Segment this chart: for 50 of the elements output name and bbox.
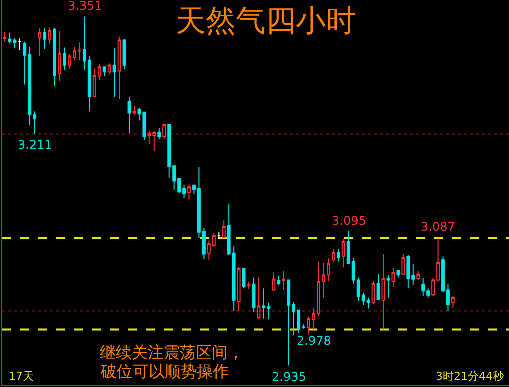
candlestick [252, 277, 256, 313]
text: 17天 [9, 370, 34, 383]
candlestick [277, 276, 281, 286]
candlestick [382, 254, 386, 330]
candlestick [58, 30, 62, 82]
candlestick [282, 270, 286, 291]
candlestick [63, 47, 66, 71]
candlestick [118, 36, 122, 100]
candlestick [242, 268, 246, 290]
candlestick [372, 280, 376, 306]
candlestick [416, 270, 420, 281]
annotation: 3.211 [18, 138, 52, 152]
annotation: 继续关注震荡区间， [100, 343, 244, 362]
candlestick [48, 27, 52, 45]
candlestick [128, 96, 132, 134]
candlestick [272, 272, 276, 292]
candlestick [336, 248, 340, 262]
candlestick [386, 274, 390, 298]
candlestick [38, 28, 42, 57]
annotation: 2.935 [272, 370, 306, 384]
candlestick [132, 106, 136, 116]
candlestick [158, 128, 162, 140]
candlestick [162, 124, 166, 140]
annotation: 3.351 [68, 0, 102, 13]
candlestick [237, 267, 241, 312]
annotation: 3.087 [421, 220, 456, 234]
candlestick [102, 66, 106, 77]
candlestick [376, 274, 380, 301]
candlestick [217, 232, 221, 240]
annotation: 2.978 [297, 334, 332, 348]
candlestick [452, 296, 455, 308]
candlestick [3, 31, 7, 42]
candlestick [342, 238, 346, 268]
candlestick [247, 281, 251, 290]
annotation: 3.095 [332, 214, 366, 228]
candlestick [392, 268, 396, 288]
candlestick [43, 28, 47, 50]
candlestick [402, 254, 406, 276]
candlestick [53, 28, 57, 87]
candlestick [332, 248, 336, 262]
candlestick [112, 48, 116, 98]
candlestick [396, 270, 400, 278]
candlestick [188, 184, 191, 200]
chart-title: 天然气四小时 [176, 4, 356, 39]
candlestick [108, 63, 112, 76]
annotation: 破位可以顺势操作 [100, 362, 229, 381]
candlestick [257, 277, 261, 320]
candlestick [222, 220, 226, 239]
candlestick [18, 38, 22, 51]
text: 3时21分44秒 [436, 370, 504, 383]
